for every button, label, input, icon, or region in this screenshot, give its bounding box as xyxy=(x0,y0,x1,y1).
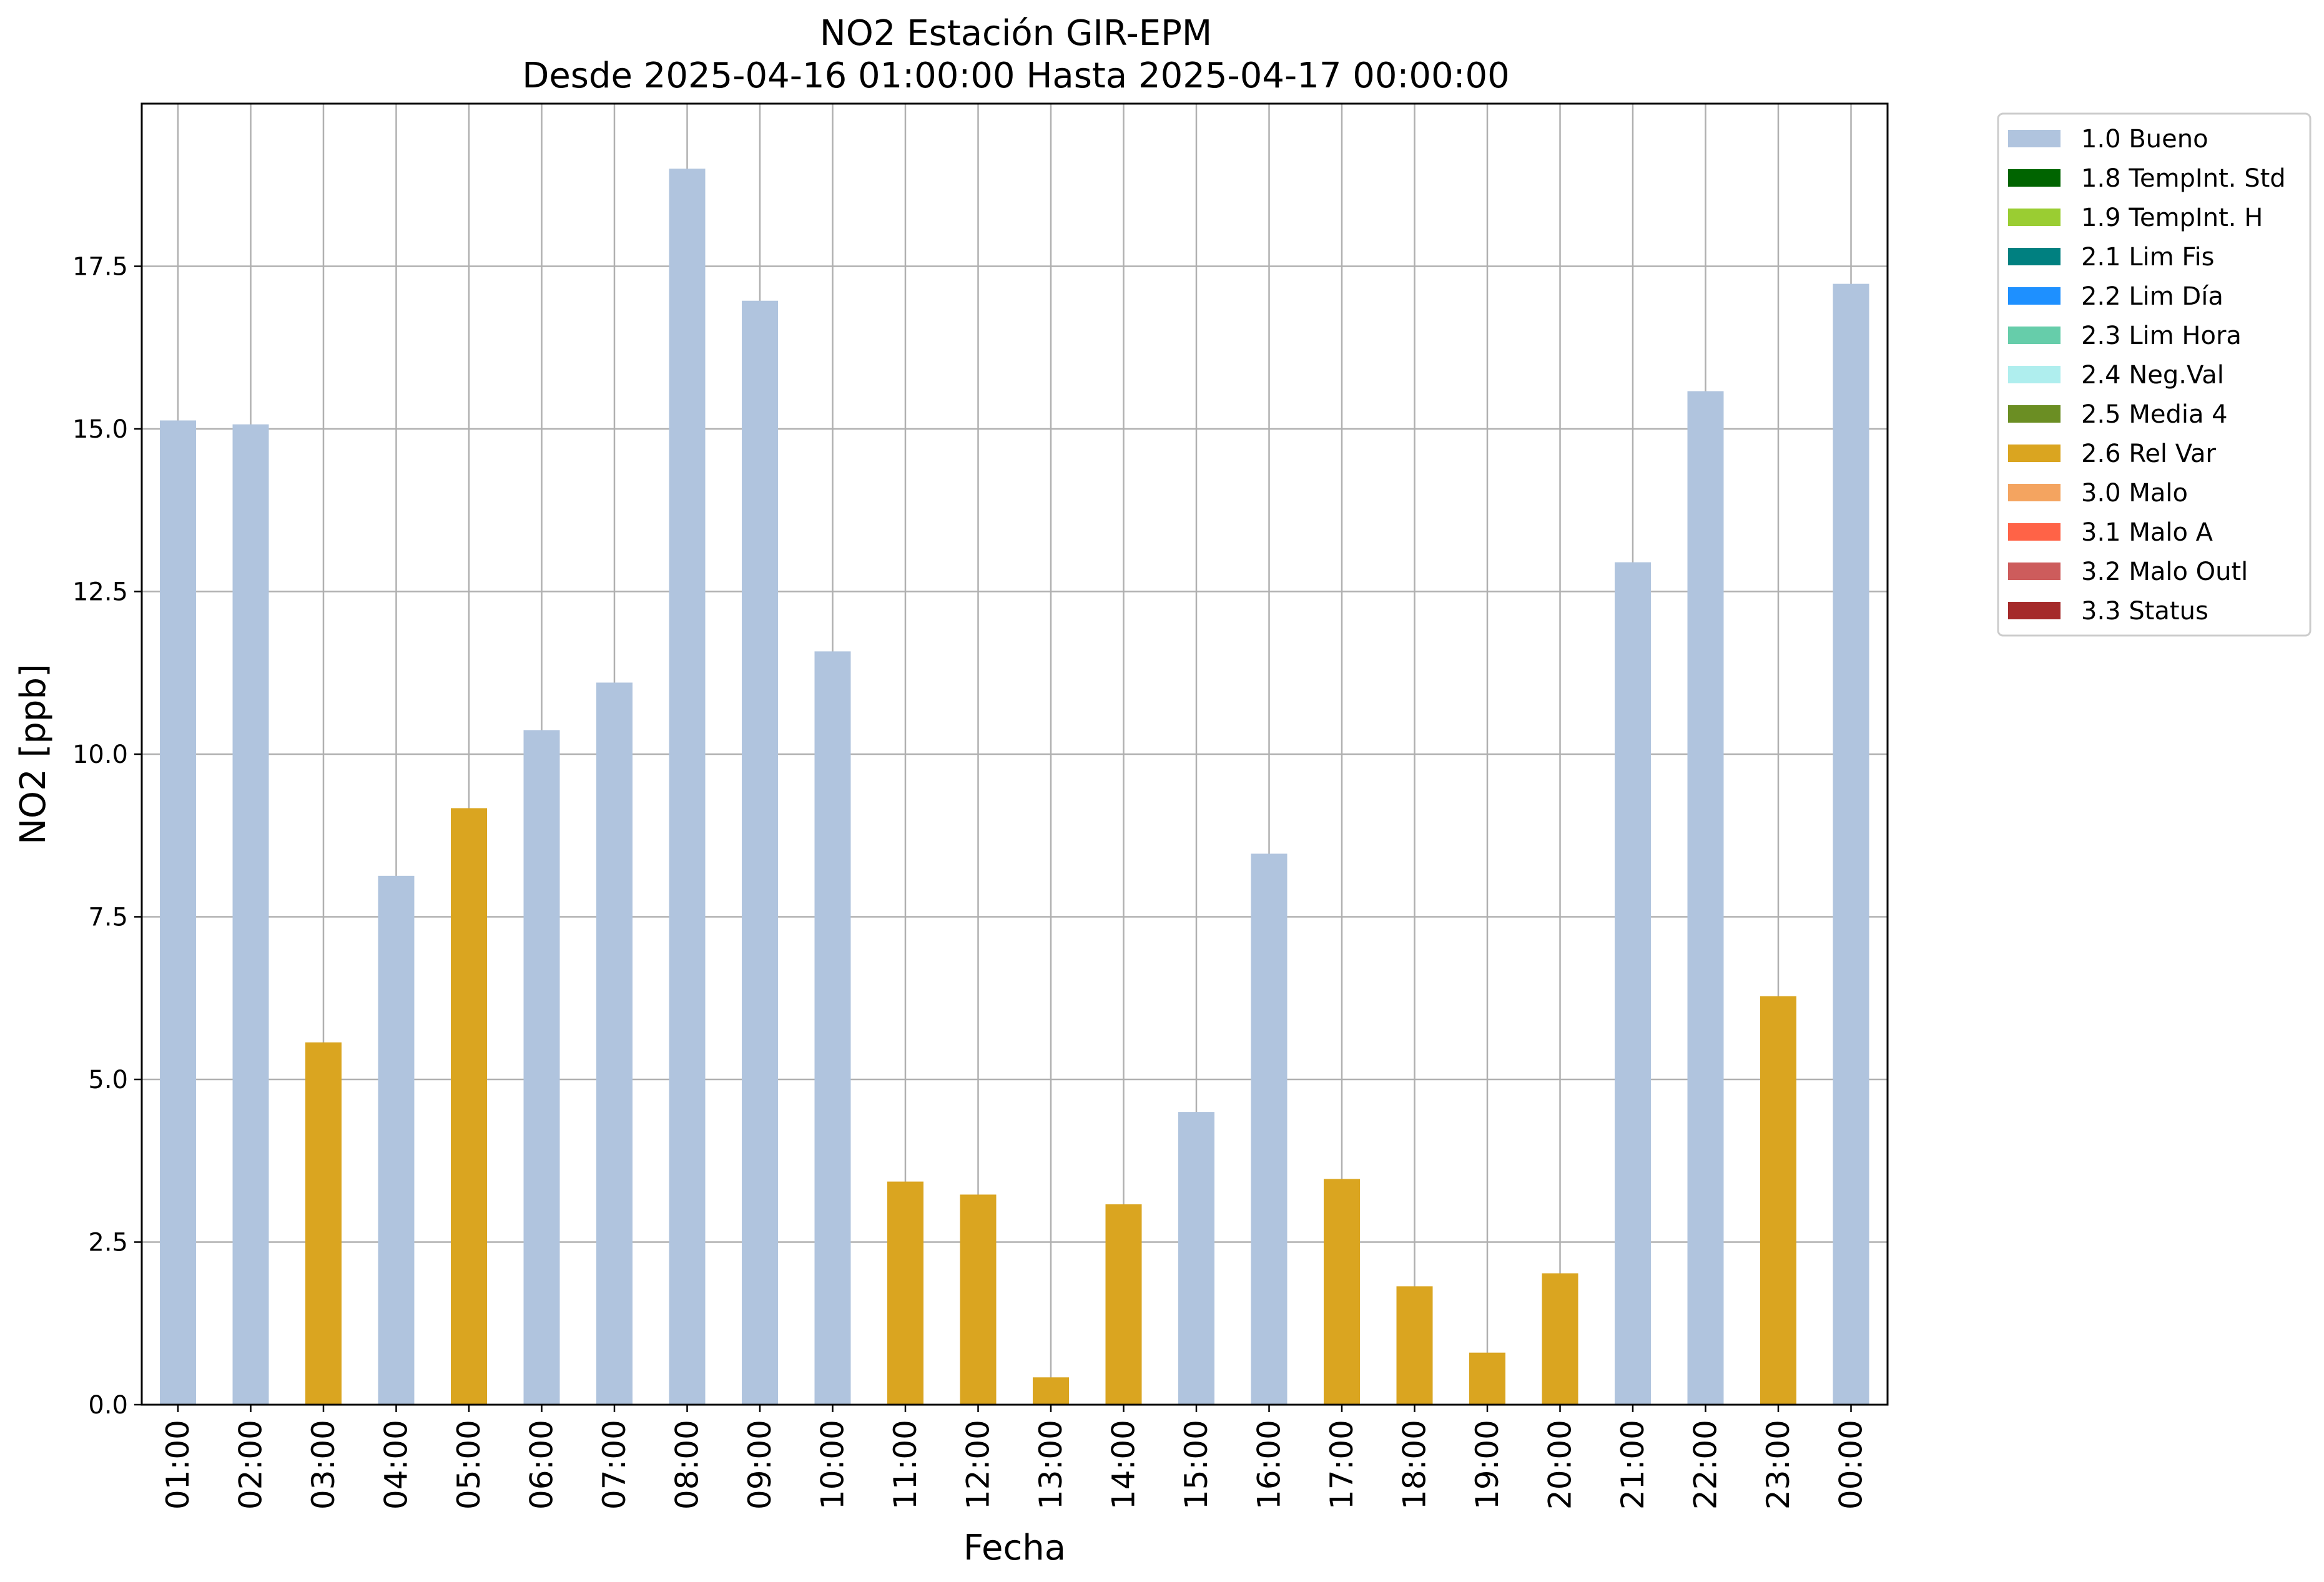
bar-16:00 xyxy=(1251,853,1288,1405)
legend-swatch xyxy=(2008,248,2061,265)
x-tick-label: 23:00 xyxy=(1760,1420,1796,1510)
y-axis-ticks: 0.0 2.5 5.0 7.5 10.0 12.5 15.0 17.5 xyxy=(72,253,142,1420)
legend-swatch xyxy=(2008,169,2061,187)
x-tick-label: 14:00 xyxy=(1106,1420,1142,1510)
bars xyxy=(160,169,1869,1405)
legend-swatch xyxy=(2008,209,2061,226)
x-tick-label: 10:00 xyxy=(815,1420,851,1510)
x-tick-label: 07:00 xyxy=(596,1420,633,1510)
x-tick-label: 22:00 xyxy=(1688,1420,1724,1510)
legend-label: 2.5 Media 4 xyxy=(2081,400,2228,429)
bar-09:00 xyxy=(742,300,778,1405)
x-tick-label: 05:00 xyxy=(451,1420,487,1510)
legend-swatch xyxy=(2008,327,2061,344)
legend-swatch xyxy=(2008,405,2061,423)
bar-13:00 xyxy=(1033,1377,1069,1405)
x-tick-label: 03:00 xyxy=(305,1420,342,1510)
bar-05:00 xyxy=(451,808,487,1405)
legend-swatch xyxy=(2008,523,2061,541)
chart-title: NO2 Estación GIR-EPM xyxy=(820,13,1212,54)
bar-22:00 xyxy=(1687,391,1724,1405)
x-tick-label: 02:00 xyxy=(233,1420,269,1510)
legend-label: 1.9 TempInt. H xyxy=(2081,204,2263,232)
bar-18:00 xyxy=(1396,1286,1433,1405)
legend-label: 2.4 Neg.Val xyxy=(2081,361,2224,390)
x-tick-label: 19:00 xyxy=(1469,1420,1505,1510)
y-tick-label: 17.5 xyxy=(72,253,128,282)
legend-label: 3.0 Malo xyxy=(2081,479,2188,508)
bar-11:00 xyxy=(887,1181,923,1405)
x-tick-label: 01:00 xyxy=(160,1420,196,1510)
bar-17:00 xyxy=(1324,1179,1360,1405)
bar-07:00 xyxy=(596,682,633,1405)
y-tick-label: 12.5 xyxy=(72,578,128,607)
bar-15:00 xyxy=(1178,1112,1214,1405)
legend-box xyxy=(1997,112,2312,637)
legend-swatch xyxy=(2008,445,2061,462)
bar-00:00 xyxy=(1833,283,1869,1405)
bar-08:00 xyxy=(669,169,706,1405)
bar-21:00 xyxy=(1615,562,1651,1405)
y-tick-label: 7.5 xyxy=(88,903,128,932)
bar-12:00 xyxy=(960,1194,997,1405)
y-axis-label: NO2 [ppb] xyxy=(13,664,54,845)
x-tick-label: 00:00 xyxy=(1833,1420,1869,1510)
legend: 1.0 Bueno 1.8 TempInt. Std 1.9 TempInt. H 2… xyxy=(1997,112,2312,637)
x-tick-label: 09:00 xyxy=(742,1420,778,1510)
y-tick-label: 2.5 xyxy=(88,1229,128,1257)
bar-03:00 xyxy=(305,1042,342,1405)
legend-label: 1.8 TempInt. Std xyxy=(2081,164,2286,193)
x-tick-label: 17:00 xyxy=(1324,1420,1360,1510)
bar-20:00 xyxy=(1542,1273,1578,1405)
chart-subtitle: Desde 2025-04-16 01:00:00 Hasta 2025-04-… xyxy=(522,56,1510,96)
y-tick-label: 5.0 xyxy=(88,1066,128,1094)
bar-01:00 xyxy=(160,420,196,1405)
y-tick-label: 0.0 xyxy=(88,1391,128,1420)
bar-04:00 xyxy=(378,875,415,1405)
bar-23:00 xyxy=(1760,996,1796,1405)
legend-label: 2.1 Lim Fis xyxy=(2081,243,2214,272)
x-tick-label: 20:00 xyxy=(1542,1420,1578,1510)
legend-swatch xyxy=(2008,130,2061,147)
x-tick-label: 12:00 xyxy=(960,1420,997,1510)
legend-swatch xyxy=(2008,563,2061,580)
bar-14:00 xyxy=(1105,1204,1142,1405)
legend-label: 2.2 Lim Día xyxy=(2081,282,2223,311)
legend-label: 3.3 Status xyxy=(2081,597,2208,626)
legend-label: 1.0 Bueno xyxy=(2081,125,2208,154)
legend-swatch xyxy=(2008,602,2061,619)
legend-label: 3.2 Malo Outl xyxy=(2081,558,2248,586)
x-tick-label: 04:00 xyxy=(378,1420,415,1510)
y-tick-label: 10.0 xyxy=(72,740,128,769)
x-axis-ticks: 01:00 02:00 03:00 04:00 05:00 06:00 07:00 08:00… xyxy=(160,1405,1869,1510)
legend-swatch xyxy=(2008,366,2061,383)
bar-19:00 xyxy=(1469,1352,1505,1405)
bar-02:00 xyxy=(232,424,269,1405)
x-tick-label: 16:00 xyxy=(1251,1420,1288,1510)
x-tick-label: 11:00 xyxy=(887,1420,923,1510)
y-tick-label: 15.0 xyxy=(72,415,128,444)
bar-06:00 xyxy=(523,730,560,1405)
x-tick-label: 18:00 xyxy=(1397,1420,1433,1510)
legend-label: 3.1 Malo A xyxy=(2081,518,2213,547)
x-tick-label: 08:00 xyxy=(669,1420,706,1510)
legend-swatch xyxy=(2008,287,2061,305)
bar-10:00 xyxy=(814,651,851,1405)
x-tick-label: 21:00 xyxy=(1615,1420,1651,1510)
legend-label: 2.3 Lim Hora xyxy=(2081,322,2242,350)
x-axis-label: Fecha xyxy=(963,1528,1066,1568)
x-tick-label: 06:00 xyxy=(524,1420,560,1510)
x-tick-label: 13:00 xyxy=(1033,1420,1069,1510)
legend-swatch xyxy=(2008,484,2061,501)
legend-label: 2.6 Rel Var xyxy=(2081,440,2217,468)
x-tick-label: 15:00 xyxy=(1178,1420,1214,1510)
